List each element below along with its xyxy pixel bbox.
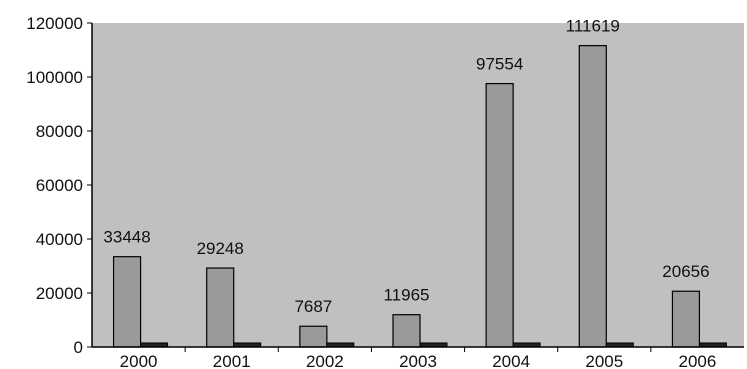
y-tick-label: 40000 [36,230,83,249]
bar-2006 [671,290,701,348]
y-tick-label: 80000 [36,122,83,141]
bar-2003 [392,314,421,348]
data-label-2003: 11965 [383,286,429,305]
y-tick-label: 20000 [36,284,83,303]
bar-2001 [206,267,235,348]
x-tick-label-2005: 2005 [585,352,623,369]
x-axis-ticks: 2000 2001 2002 2003 2004 2005 2006 [120,347,717,369]
bar-2005 [578,45,607,348]
bars [112,45,727,348]
x-tick-label-2003: 2003 [399,352,437,369]
bar-2000 [112,256,142,348]
data-label-2002: 7687 [294,297,332,316]
y-tick-label: 0 [74,338,83,357]
x-tick-label-2001: 2001 [213,352,251,369]
data-label-2001: 29248 [197,239,244,258]
bar-2002 [299,325,328,348]
y-tick-label: 100000 [26,68,83,87]
x-tick-label-2004: 2004 [492,352,530,369]
plot-area [92,23,744,347]
data-label-2006: 20656 [662,262,709,281]
y-tick-label: 60000 [36,176,83,195]
data-label-2004: 97554 [476,55,523,74]
x-tick-label-2006: 2006 [679,352,717,369]
y-axis-ticks: 0 20000 40000 60000 80000 100000 120000 [26,14,92,357]
x-tick-label-2002: 2002 [306,352,344,369]
bar-2004 [485,83,514,348]
data-labels: 33448 29248 7687 11965 97554 111619 20656 [103,17,709,317]
data-label-2000: 33448 [103,228,150,247]
data-label-2005: 111619 [566,17,620,36]
y-tick-label: 120000 [26,14,83,33]
x-tick-label-2000: 2000 [120,352,158,369]
